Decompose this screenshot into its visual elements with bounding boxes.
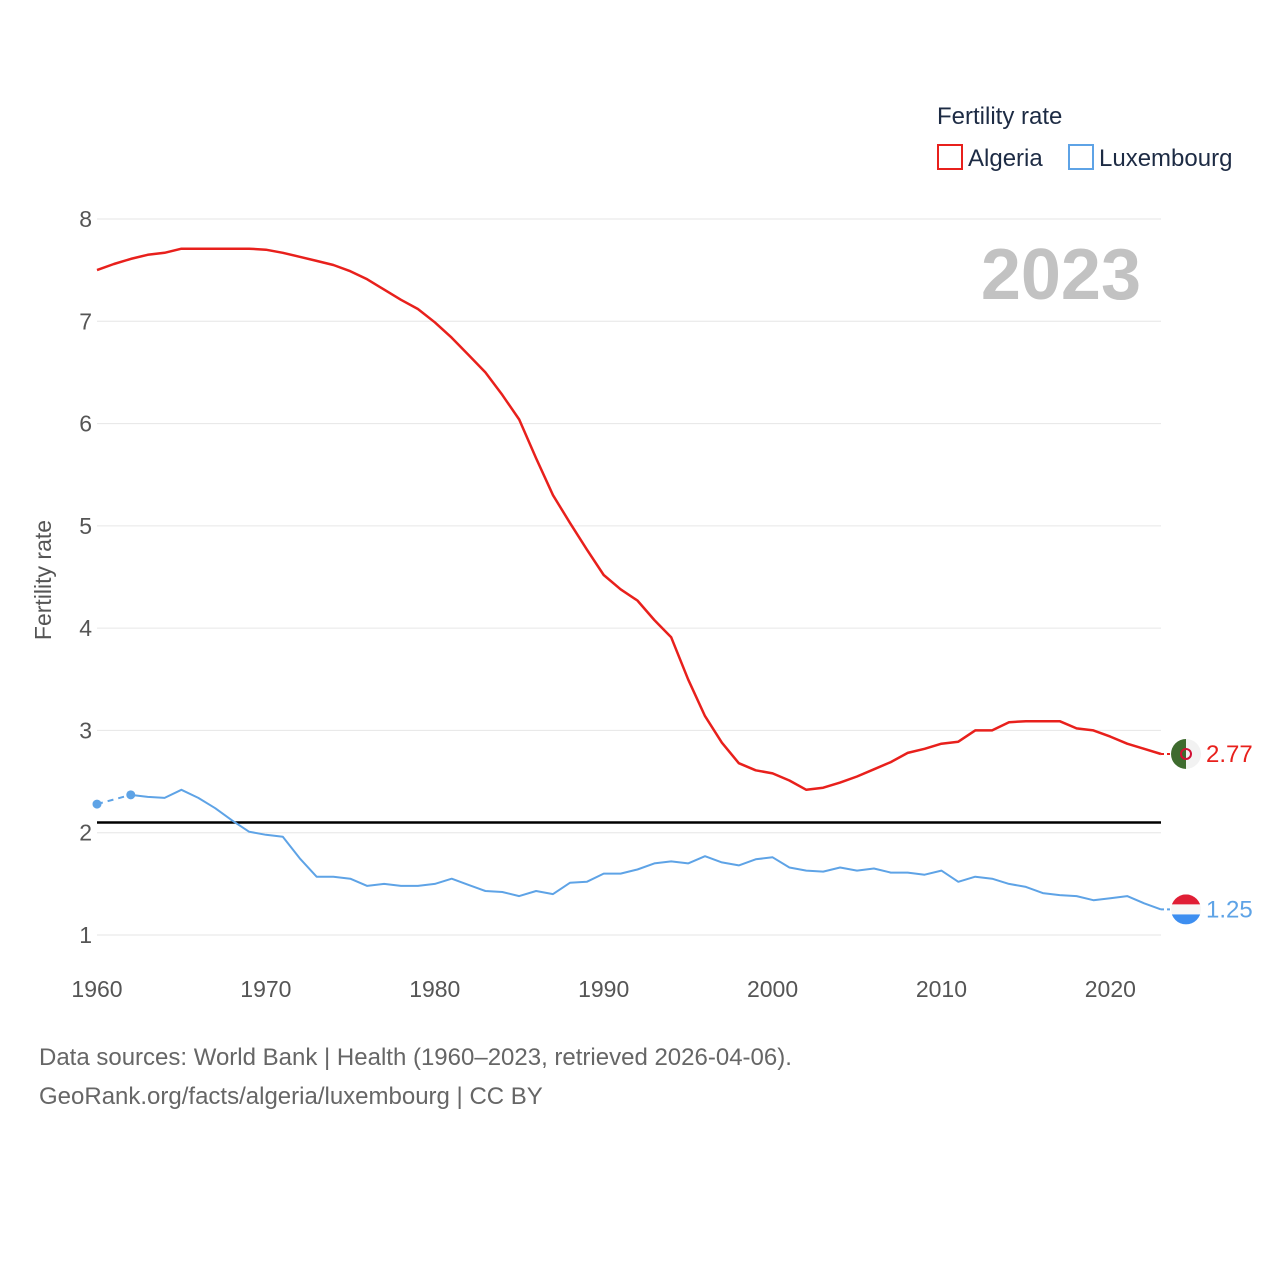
current-year-label: 2023 xyxy=(981,235,1141,315)
x-tick-label: 1980 xyxy=(409,976,460,1002)
x-tick-label: 2000 xyxy=(747,976,798,1002)
legend-item-luxembourg[interactable]: Luxembourg xyxy=(1068,144,1232,172)
x-tick-label: 1970 xyxy=(240,976,291,1002)
x-tick-label: 2020 xyxy=(1085,976,1136,1002)
y-tick-label: 7 xyxy=(79,308,92,334)
y-axis-ticks: 1 2 3 4 5 6 7 8 xyxy=(79,206,92,948)
data-source-note: Data sources: World Bank | Health (1960–… xyxy=(39,1044,792,1071)
y-tick-label: 3 xyxy=(79,717,92,743)
series-line-algeria xyxy=(96,247,1162,792)
series-estimate-luxembourg xyxy=(96,793,132,806)
estimate-point-luxembourg xyxy=(92,799,102,809)
legend-label-algeria: Algeria xyxy=(968,145,1043,172)
source-url[interactable]: GeoRank.org/facts/algeria/luxembourg | C… xyxy=(39,1083,543,1110)
x-tick-label: 2010 xyxy=(916,976,967,1002)
y-tick-label: 4 xyxy=(79,615,92,641)
series-lines xyxy=(92,247,1162,911)
legend-title: Fertility rate xyxy=(937,103,1062,130)
legend-swatch-luxembourg xyxy=(1068,144,1094,170)
luxembourg-flag xyxy=(1171,894,1201,925)
estimate-point-luxembourg xyxy=(126,790,136,800)
y-tick-label: 2 xyxy=(79,820,92,846)
legend: Fertility rate Algeria Luxembourg xyxy=(937,103,1232,172)
legend-item-algeria[interactable]: Algeria xyxy=(937,144,1043,172)
fertility-rate-chart: 1 2 3 4 5 6 7 8 1960 1970 1980 1990 2000 2010 2020 2.… xyxy=(30,103,1253,1002)
end-value-algeria: 2.77 xyxy=(1206,741,1253,768)
x-axis-ticks: 1960 1970 1980 1990 2000 2010 2020 xyxy=(71,976,1136,1002)
x-tick-label: 1960 xyxy=(71,976,122,1002)
series-end-markers: 2.77 1.25 xyxy=(1161,738,1253,925)
end-value-luxembourg: 1.25 xyxy=(1206,896,1253,923)
y-tick-label: 1 xyxy=(79,922,92,948)
x-tick-label: 1990 xyxy=(578,976,629,1002)
algeria-flag xyxy=(1171,738,1201,769)
y-tick-label: 6 xyxy=(79,411,92,437)
y-tick-label: 8 xyxy=(79,206,92,232)
legend-swatch-algeria xyxy=(937,144,963,170)
series-line-luxembourg xyxy=(130,788,1162,911)
y-tick-label: 5 xyxy=(79,513,92,539)
grid-lines xyxy=(97,218,1161,936)
y-axis-title: Fertility rate xyxy=(30,520,56,640)
legend-label-luxembourg: Luxembourg xyxy=(1099,145,1232,172)
